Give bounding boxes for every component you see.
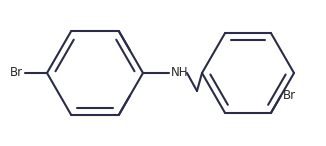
Text: Br: Br: [283, 89, 296, 102]
Text: NH: NH: [171, 66, 188, 80]
Text: Br: Br: [10, 66, 23, 80]
